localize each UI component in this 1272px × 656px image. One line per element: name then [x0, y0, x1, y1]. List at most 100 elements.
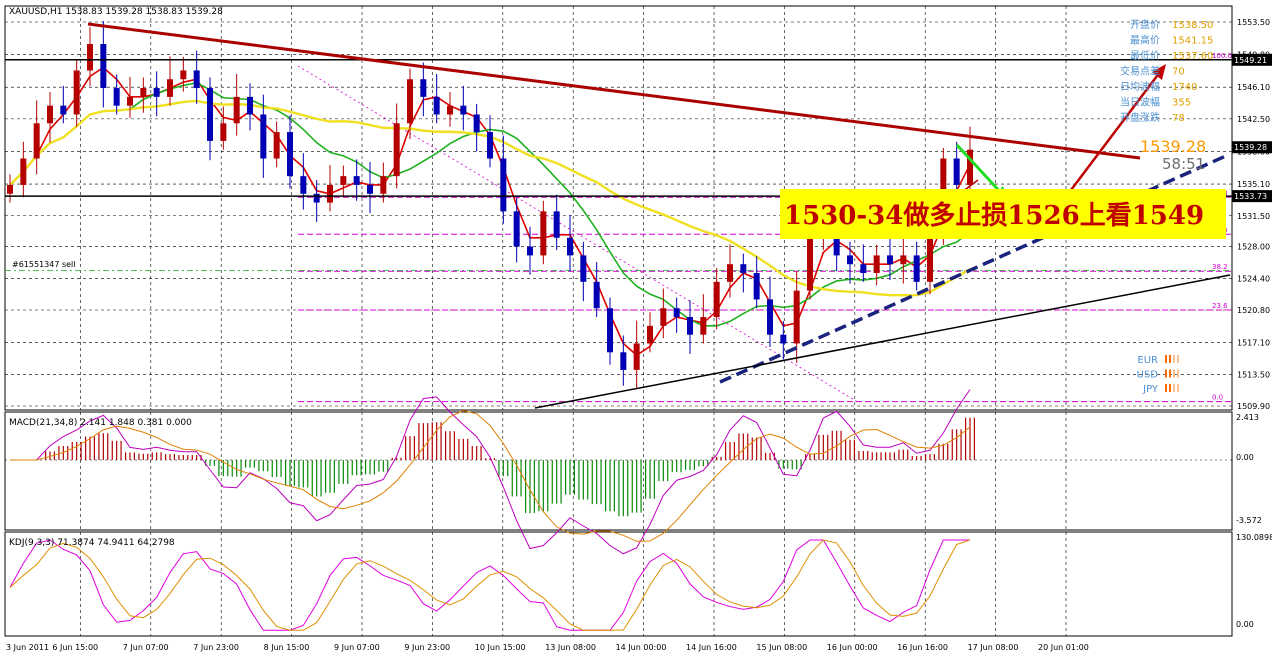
x-tick-label: 3 Jun 2011 [6, 643, 49, 652]
symbol-header: XAUUSD,H1 1538.83 1539.28 1538.83 1539.2… [9, 7, 223, 17]
candle-body [367, 184, 373, 194]
candle-body [860, 264, 867, 274]
candle-body [580, 255, 587, 282]
candle-body [767, 299, 773, 335]
info-value: 1537.60 [1172, 51, 1213, 62]
y-tick-label: 1509.90 [1237, 402, 1270, 411]
candle-body [247, 96, 253, 115]
current-price-label: 1539.28 [1140, 137, 1206, 156]
candle-body [473, 114, 480, 133]
candle-body [220, 123, 227, 141]
candle-body [753, 273, 760, 300]
currency-bar [1177, 355, 1179, 363]
descending-trendline [87, 22, 1141, 160]
x-tick-label: 14 Jun 00:00 [616, 643, 667, 652]
info-value: 70 [1172, 67, 1185, 78]
currency-bar [1177, 384, 1179, 392]
candle-body [847, 255, 853, 265]
currency-bar [1169, 369, 1171, 378]
info-value: 1740 [1172, 82, 1197, 93]
candles-layer [7, 21, 973, 390]
fib-level-label: 100.0 [1212, 52, 1232, 60]
candle-body [873, 255, 880, 274]
x-tick-label: 9 Jun 07:00 [334, 643, 380, 652]
x-tick-label: 15 Jun 08:00 [756, 643, 807, 652]
candle-body [807, 237, 813, 291]
x-tick-label: 7 Jun 23:00 [193, 643, 239, 652]
y-tick-label: 1535.10 [1237, 180, 1270, 189]
candle-body [353, 176, 360, 185]
annotation-text: 1530-34做多止损1526上看1549 [784, 201, 1204, 231]
kdj-tick-label: 130.0898 [1236, 533, 1272, 542]
kdj-d-line [9, 539, 971, 631]
currency-bar [1169, 384, 1171, 392]
candle-body [7, 184, 13, 194]
currency-bar [1173, 369, 1175, 378]
currency-label: USD [1137, 370, 1159, 381]
candle-body [887, 255, 893, 265]
candle-body [540, 211, 547, 256]
candle-body [300, 176, 307, 194]
info-label: 当日波幅 [1120, 96, 1160, 109]
candle-body [607, 308, 613, 353]
candle-body [727, 264, 733, 282]
candle-body [647, 325, 653, 344]
candle-body [460, 105, 467, 115]
fib-base-line [297, 65, 861, 404]
candle-body [287, 132, 293, 177]
candle-body [700, 317, 707, 335]
y-tick-label: 1517.10 [1237, 339, 1270, 348]
candle-body [313, 193, 320, 203]
currency-bar [1173, 384, 1175, 392]
candle-body [113, 88, 120, 106]
y-tick-label: 1553.50 [1237, 18, 1270, 27]
long-support-line [534, 274, 1231, 409]
candle-body [953, 158, 960, 185]
candle-body [660, 308, 667, 326]
candle-body [527, 246, 533, 256]
candle-body [340, 176, 347, 185]
currency-label: EUR [1137, 355, 1158, 366]
candle-body [87, 44, 93, 71]
info-label: 开盘涨跌 [1120, 111, 1160, 124]
y-tick-label: 1520.80 [1237, 306, 1270, 315]
info-value: 78 [1172, 113, 1185, 124]
currency-bar [1177, 369, 1179, 378]
x-tick-label: 7 Jun 07:00 [123, 643, 169, 652]
info-value: 1541.15 [1172, 36, 1213, 47]
currency-bar [1165, 369, 1167, 378]
info-value: 1538.50 [1172, 20, 1213, 31]
kdj-tick-label: 0.00 [1236, 620, 1254, 629]
x-tick-label: 6 Jun 15:00 [52, 643, 98, 652]
pane-frame [4, 531, 1233, 637]
candle-body [793, 290, 800, 344]
kdj-k-line [9, 539, 970, 631]
candle-body [193, 70, 200, 89]
y-tick-label: 1524.40 [1237, 274, 1270, 283]
candle-body [687, 317, 693, 335]
info-value: 355 [1172, 98, 1191, 109]
candle-body [913, 255, 920, 282]
candle-body [420, 79, 427, 97]
info-label: 日均波幅 [1120, 80, 1160, 93]
currency-bar [1173, 355, 1175, 363]
price-box-label: 1533.73 [1234, 192, 1267, 201]
countdown-label: 58:51 [1162, 155, 1205, 173]
target-arrow [1067, 71, 1161, 195]
candle-body [567, 237, 573, 256]
y-tick-label: 1513.50 [1237, 370, 1270, 379]
candle-body [553, 211, 560, 238]
candle-body [447, 105, 453, 115]
macd-header: MACD(21,34,8) 2.141 1.848 0.381 0.000 [9, 418, 192, 428]
x-tick-label: 9 Jun 23:00 [404, 643, 450, 652]
x-tick-label: 20 Jun 01:00 [1038, 643, 1089, 652]
candle-body [900, 255, 907, 265]
candle-body [140, 88, 147, 97]
axis-layer: 3 Jun 2011 6 Jun 15:00 7 Jun 07:00 7 Jun 23… [6, 18, 1272, 652]
macd-layer [5, 389, 1232, 555]
y-tick-label: 1546.10 [1237, 83, 1270, 92]
macd-line [10, 389, 971, 555]
candle-body [487, 132, 493, 159]
price-box [1232, 53, 1272, 66]
info-label: 交易点差 [1120, 65, 1160, 78]
